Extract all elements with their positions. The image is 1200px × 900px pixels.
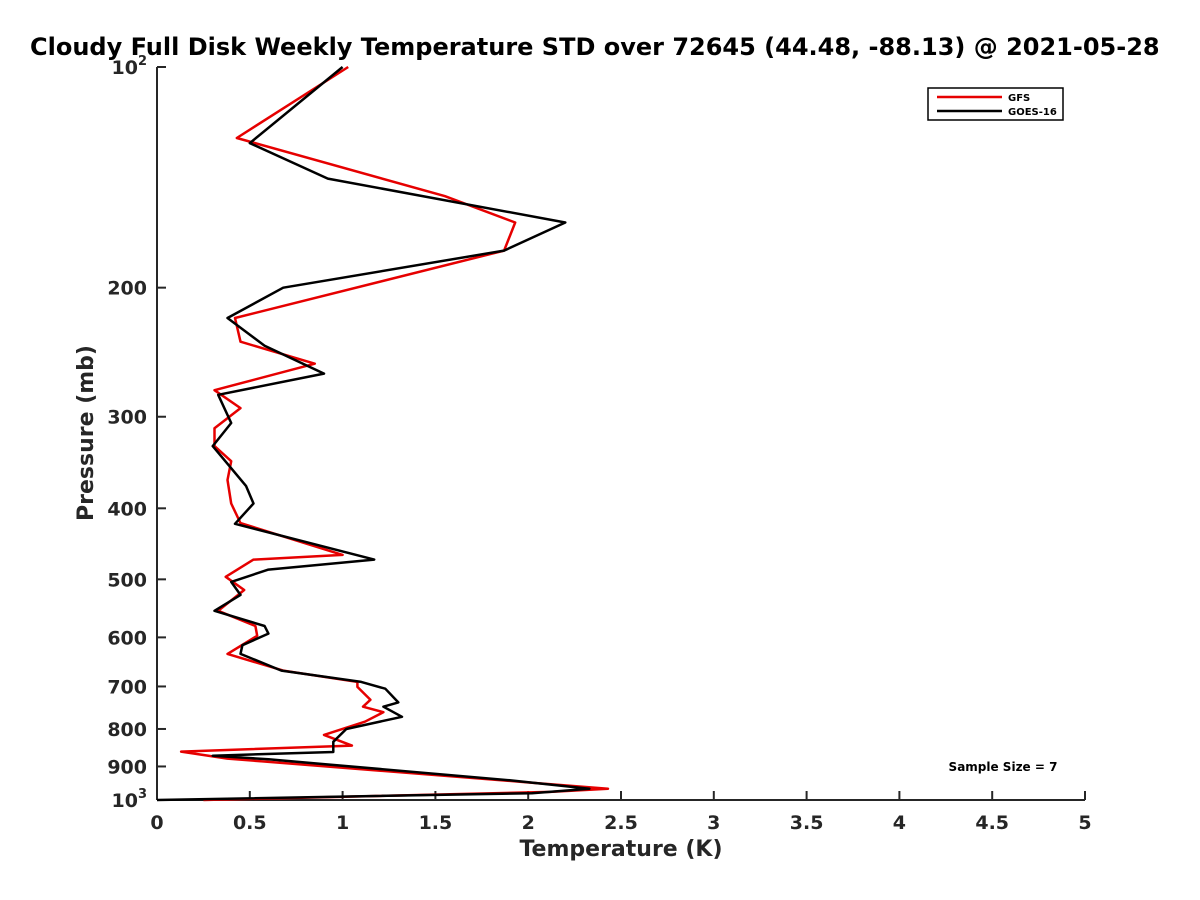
series-line-goes16 (156, 66, 591, 802)
y-tick-label-base: 10 (112, 57, 138, 79)
y-tick-label: 300 (107, 407, 147, 429)
series-lines (156, 65, 610, 802)
y-tick-label-base: 10 (112, 790, 138, 812)
y-tick-label-base: 400 (107, 498, 147, 520)
y-tick-label-base: 600 (107, 627, 147, 649)
y-tick-label: 600 (107, 627, 147, 649)
y-tick-label-base: 500 (107, 569, 147, 591)
x-tick-label: 5 (1078, 812, 1091, 834)
y-tick-label-exponent: 2 (138, 54, 147, 69)
series-line-gfs (179, 65, 610, 802)
x-tick-label: 2.5 (604, 812, 638, 834)
y-tick-label-base: 700 (107, 676, 147, 698)
y-tick-label-base: 900 (107, 756, 147, 778)
y-tick-label: 700 (107, 676, 147, 698)
x-tick-label: 4.5 (975, 812, 1009, 834)
legend: GFS GOES-16 (927, 87, 1064, 121)
x-axis-ticks: 0 0.5 1 1.5 2 2.5 3 3.5 4 4.5 5 (150, 791, 1092, 834)
x-axis-label: Temperature (K) (519, 837, 722, 862)
y-axis-label: Pressure (mb) (74, 345, 99, 521)
y-tick-label: 200 (107, 278, 147, 300)
y-tick-label: 500 (107, 569, 147, 591)
y-tick-label: 103 (112, 787, 148, 812)
y-tick-label: 800 (107, 719, 147, 741)
chart-title: Cloudy Full Disk Weekly Temperature STD … (30, 33, 1160, 61)
y-tick-label: 900 (107, 756, 147, 778)
x-tick-label: 3 (707, 812, 720, 834)
legend-label-gfs: GFS (1008, 93, 1030, 104)
legend-box (927, 87, 1064, 121)
x-tick-label: 3.5 (790, 812, 824, 834)
sample-size-annotation: Sample Size = 7 (949, 760, 1058, 774)
plot-area: 0 0.5 1 1.5 2 2.5 3 3.5 4 4.5 5 102200300400500600… (107, 54, 1091, 834)
x-tick-label: 2 (522, 812, 535, 834)
y-tick-label: 102 (112, 54, 148, 79)
y-tick-label-base: 800 (107, 719, 147, 741)
x-tick-label: 0.5 (233, 812, 267, 834)
x-tick-label: 0 (150, 812, 163, 834)
x-tick-label: 4 (893, 812, 906, 834)
x-tick-label: 1.5 (419, 812, 453, 834)
y-tick-label-base: 300 (107, 407, 147, 429)
y-tick-label-base: 200 (107, 278, 147, 300)
x-tick-label: 1 (336, 812, 349, 834)
y-tick-label: 400 (107, 498, 147, 520)
y-tick-label-exponent: 3 (138, 787, 147, 802)
legend-label-goes16: GOES-16 (1008, 107, 1057, 118)
